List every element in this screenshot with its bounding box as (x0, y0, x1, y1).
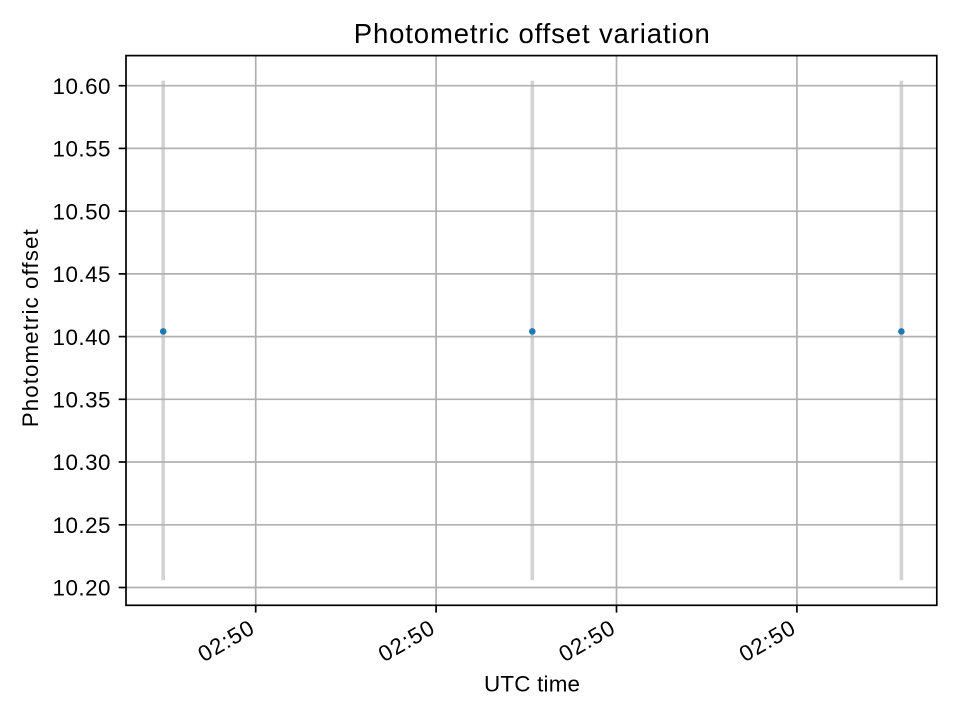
svg-text:10.60: 10.60 (53, 74, 111, 99)
svg-text:Photometric offset variation: Photometric offset variation (354, 18, 710, 49)
svg-text:10.30: 10.30 (53, 450, 111, 475)
svg-text:10.50: 10.50 (53, 199, 111, 224)
svg-text:Photometric offset: Photometric offset (18, 229, 43, 428)
svg-text:10.45: 10.45 (53, 262, 111, 287)
svg-text:10.35: 10.35 (53, 388, 111, 413)
svg-text:10.25: 10.25 (53, 513, 111, 538)
svg-text:10.40: 10.40 (53, 325, 111, 350)
svg-text:10.20: 10.20 (53, 576, 111, 601)
svg-text:UTC time: UTC time (484, 671, 580, 696)
svg-text:10.55: 10.55 (53, 137, 111, 162)
